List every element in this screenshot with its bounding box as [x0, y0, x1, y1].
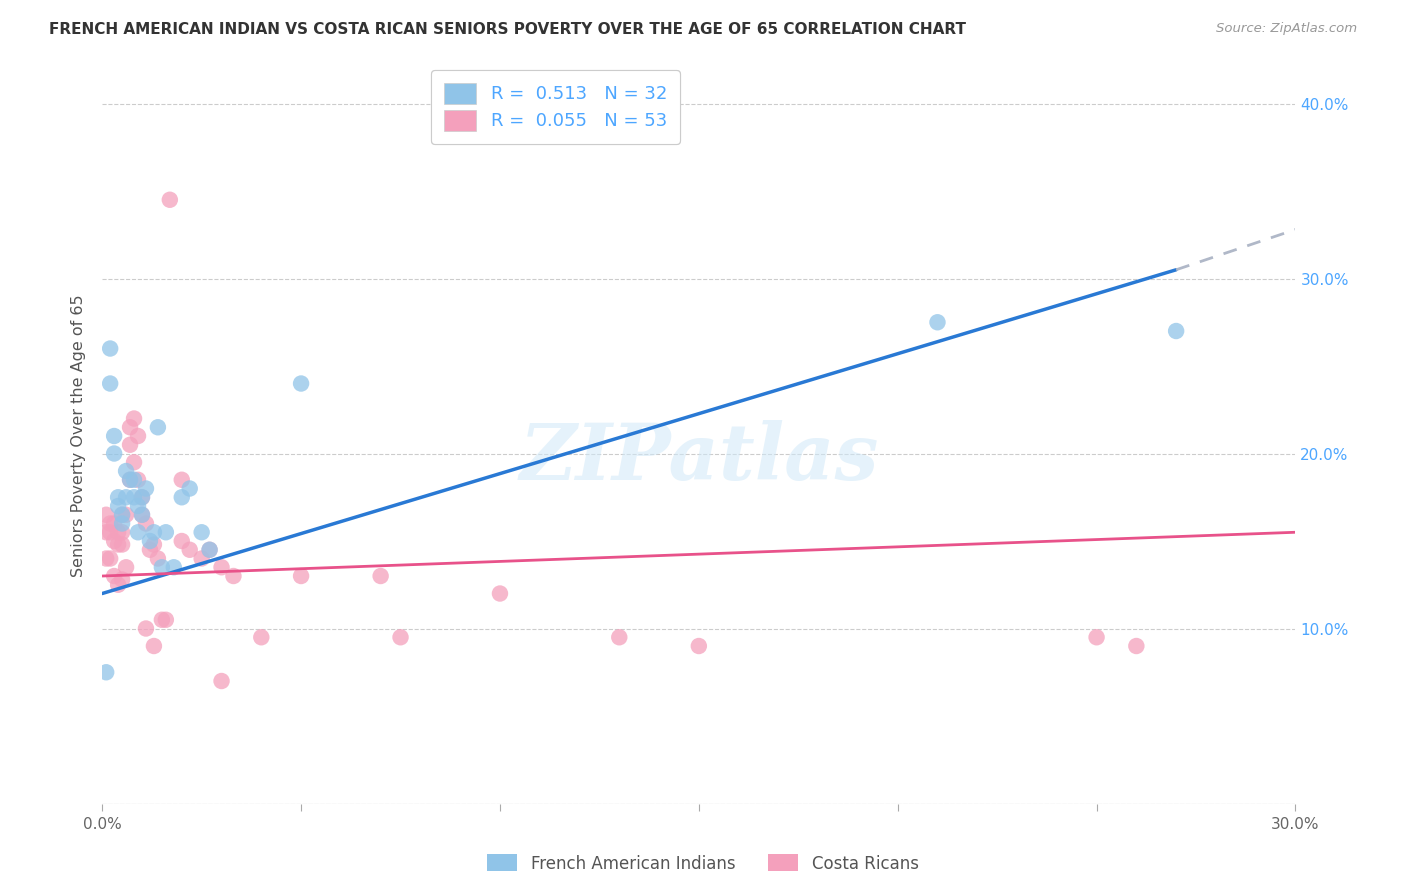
Point: [98, 376, 121, 391]
Text: FRENCH AMERICAN INDIAN VS COSTA RICAN SENIORS POVERTY OVER THE AGE OF 65 CORRELA: FRENCH AMERICAN INDIAN VS COSTA RICAN SE…: [49, 22, 966, 37]
Point: [155, 525, 177, 540]
Point: [103, 446, 125, 460]
Point: [179, 542, 201, 557]
Point: [170, 490, 193, 504]
Point: [115, 490, 138, 504]
Point: [607, 630, 630, 644]
Point: [155, 613, 177, 627]
Point: [122, 490, 145, 504]
Point: [96, 525, 118, 540]
Point: [115, 560, 138, 574]
Point: [250, 630, 273, 644]
Point: [122, 411, 145, 425]
Point: [118, 438, 141, 452]
Point: [118, 420, 141, 434]
Point: [927, 315, 949, 329]
Point: [146, 551, 169, 566]
Point: [170, 473, 193, 487]
Point: [107, 525, 129, 540]
Point: [127, 473, 149, 487]
Point: [170, 534, 193, 549]
Point: [131, 508, 153, 522]
Point: [127, 499, 149, 513]
Point: [107, 499, 129, 513]
Point: [146, 420, 169, 434]
Point: [290, 569, 312, 583]
Point: [222, 569, 245, 583]
Point: [111, 516, 134, 531]
Point: [139, 542, 162, 557]
Point: [1085, 630, 1108, 644]
Point: [131, 490, 153, 504]
Point: [370, 569, 392, 583]
Point: [111, 537, 134, 551]
Point: [98, 516, 121, 531]
Point: [142, 525, 165, 540]
Point: [111, 508, 134, 522]
Point: [107, 490, 129, 504]
Point: [290, 376, 312, 391]
Point: [163, 560, 186, 574]
Legend: French American Indians, Costa Ricans: French American Indians, Costa Ricans: [481, 847, 925, 880]
Point: [198, 542, 221, 557]
Point: [111, 525, 134, 540]
Point: [150, 560, 173, 574]
Point: [111, 508, 134, 522]
Point: [142, 537, 165, 551]
Point: [98, 525, 121, 540]
Point: [96, 508, 118, 522]
Point: [122, 473, 145, 487]
Point: [190, 525, 212, 540]
Point: [103, 534, 125, 549]
Point: [127, 429, 149, 443]
Point: [135, 516, 157, 531]
Point: [131, 508, 153, 522]
Point: [98, 342, 121, 356]
Point: [139, 534, 162, 549]
Legend: R =  0.513   N = 32, R =  0.055   N = 53: R = 0.513 N = 32, R = 0.055 N = 53: [432, 70, 681, 144]
Point: [115, 508, 138, 522]
Point: [159, 193, 181, 207]
Point: [150, 613, 173, 627]
Point: [142, 639, 165, 653]
Point: [96, 551, 118, 566]
Point: [122, 455, 145, 469]
Point: [135, 482, 157, 496]
Point: [118, 473, 141, 487]
Point: [127, 525, 149, 540]
Text: ZIPatlas: ZIPatlas: [519, 420, 879, 496]
Point: [211, 560, 233, 574]
Point: [115, 464, 138, 478]
Point: [389, 630, 412, 644]
Point: [135, 622, 157, 636]
Point: [198, 542, 221, 557]
Point: [98, 551, 121, 566]
Point: [103, 429, 125, 443]
Point: [688, 639, 710, 653]
Point: [103, 516, 125, 531]
Point: [179, 482, 201, 496]
Point: [1125, 639, 1147, 653]
Text: Source: ZipAtlas.com: Source: ZipAtlas.com: [1216, 22, 1357, 36]
Point: [107, 578, 129, 592]
Point: [103, 569, 125, 583]
Point: [190, 551, 212, 566]
Point: [96, 665, 118, 680]
Y-axis label: Seniors Poverty Over the Age of 65: Seniors Poverty Over the Age of 65: [72, 294, 86, 577]
Point: [107, 537, 129, 551]
Point: [118, 473, 141, 487]
Point: [211, 673, 233, 688]
Point: [1166, 324, 1188, 338]
Point: [489, 586, 512, 600]
Point: [111, 573, 134, 587]
Point: [131, 490, 153, 504]
